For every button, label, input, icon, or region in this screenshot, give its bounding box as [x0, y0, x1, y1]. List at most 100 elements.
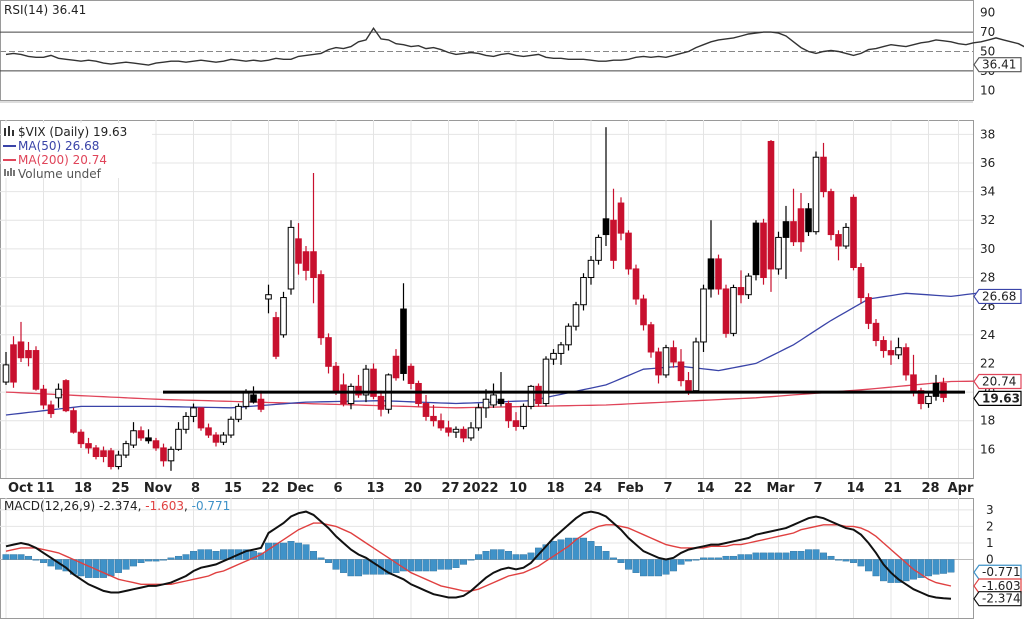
- candle: [557, 341, 565, 365]
- macd-hist-bar: [542, 544, 550, 560]
- macd-signal-badge-text: -1.603: [982, 579, 1021, 593]
- candle-body: [47, 404, 55, 415]
- candle-body: [760, 222, 767, 279]
- candle-body: [17, 341, 25, 359]
- candle-body: [160, 447, 167, 462]
- macd-hist-bar: [129, 559, 137, 567]
- candle: [130, 422, 137, 448]
- rsi-header: RSI(14) 36.41: [4, 3, 86, 17]
- macd-hist-bar: [310, 551, 318, 560]
- candle: [235, 403, 242, 423]
- candle: [152, 437, 160, 451]
- candle: [92, 445, 100, 460]
- candle: [17, 321, 25, 363]
- macd-hist-bar: [505, 551, 513, 560]
- candle: [55, 383, 62, 408]
- candle-body: [190, 407, 197, 417]
- candle: [925, 393, 932, 408]
- candle: [857, 263, 865, 304]
- macd-hist-bar: [137, 559, 145, 563]
- candle: [775, 231, 782, 275]
- price-header: $VIX (Daily) 19.63: [18, 125, 127, 139]
- candle: [752, 220, 760, 281]
- macd-hist-bar: [745, 554, 753, 560]
- macd-hist-bar: [490, 549, 498, 560]
- macd-hist-bar: [887, 559, 895, 583]
- candle: [730, 284, 737, 337]
- date-tick-label: Oct: [8, 481, 33, 496]
- candle: [505, 400, 512, 428]
- candle-body: [587, 259, 595, 279]
- candle-body: [310, 251, 317, 279]
- candle-body: [520, 405, 527, 427]
- macd-hist-bar: [722, 555, 730, 560]
- candle: [677, 349, 685, 387]
- macd-hist-bar: [625, 559, 633, 570]
- candle: [175, 422, 182, 451]
- candle: [670, 340, 677, 368]
- macd-hist-bar: [77, 559, 85, 577]
- candle: [280, 291, 287, 338]
- macd-hist-bar: [340, 559, 348, 573]
- candle-body: [572, 304, 580, 327]
- candle-body: [2, 364, 10, 383]
- panel-border-2: [0, 498, 974, 619]
- rsi-axis: 9070503010: [980, 6, 995, 98]
- candle: [632, 264, 640, 305]
- candle: [512, 412, 520, 431]
- macd-hist-bar: [565, 537, 573, 560]
- rsi-lines: [0, 26, 1024, 72]
- candle: [805, 203, 812, 236]
- macd-hist-bar: [760, 552, 768, 560]
- candle-body: [722, 288, 730, 334]
- macd-hist-bar: [430, 559, 438, 572]
- macd-hist-bar: [107, 559, 115, 577]
- macd-hist-bar: [385, 559, 393, 575]
- panel-border-1: [0, 120, 974, 479]
- candle-body: [805, 208, 812, 233]
- macd-tick-label: 1: [986, 536, 994, 550]
- macd-hist-bar: [520, 554, 528, 560]
- price-header-icon: [4, 126, 14, 136]
- macd-hist-bar: [707, 557, 715, 560]
- candle: [692, 337, 700, 393]
- candle: [265, 284, 272, 314]
- macd-header: MACD(12,26,9) -2.374, -1.603, -0.771: [4, 499, 230, 513]
- macd-signal-badge-frame: [973, 578, 1022, 594]
- candle: [625, 230, 632, 275]
- candle: [47, 400, 55, 418]
- macd-hist-bar: [782, 552, 790, 560]
- candle-body: [700, 288, 707, 343]
- candle: [145, 429, 152, 444]
- rsi-value-badge-frame: [973, 57, 1022, 73]
- candle: [565, 323, 572, 351]
- date-tick-label: 14: [846, 481, 864, 496]
- macd-header-signal: -1.603: [145, 499, 184, 513]
- candle-body: [557, 344, 565, 354]
- candle-body: [25, 350, 32, 359]
- macd-hist-bar: [842, 559, 850, 562]
- macd-header-value: -2.374: [99, 499, 138, 513]
- candle-body: [932, 382, 940, 397]
- candle: [647, 321, 655, 358]
- macd-hist-bar: [460, 559, 468, 565]
- candle: [167, 446, 175, 471]
- price-tick-label: 36: [980, 156, 995, 170]
- last-price-badge: 19.63: [973, 390, 1022, 406]
- macd-hist-bar: [655, 559, 663, 577]
- price-tick-label: 22: [980, 356, 995, 370]
- candle-body: [790, 221, 797, 243]
- candle: [40, 384, 47, 410]
- date-tick-label: 28: [921, 481, 939, 496]
- candle: [737, 270, 745, 304]
- candle-body: [730, 287, 737, 334]
- candle-body: [640, 298, 647, 326]
- candle: [10, 336, 17, 388]
- date-tick-label: 15: [224, 481, 242, 496]
- macd-hist-bar: [197, 549, 205, 560]
- candle: [340, 373, 347, 407]
- macd-hist-bar: [632, 559, 640, 573]
- candle-body: [430, 415, 437, 422]
- date-tick-label: Apr: [948, 481, 974, 496]
- macd-tick-label: 0: [986, 552, 994, 566]
